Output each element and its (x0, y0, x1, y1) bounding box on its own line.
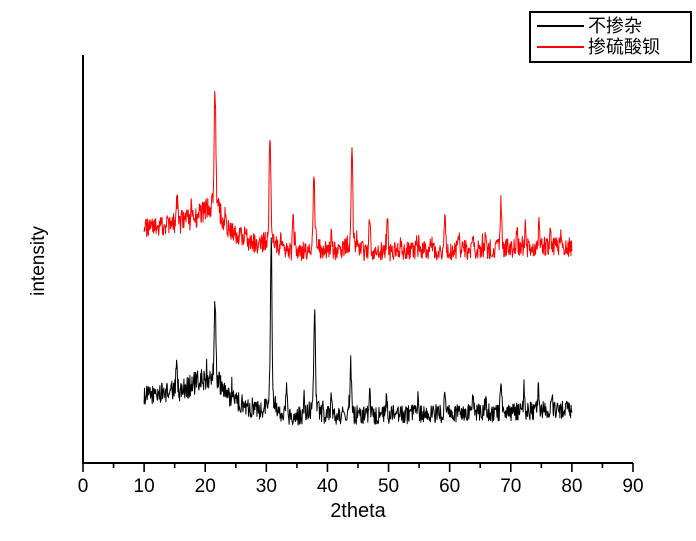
trace-group (143, 90, 573, 426)
x-tick-label: 0 (78, 476, 89, 497)
x-axis-title: 2theta (330, 500, 386, 522)
x-tick-label: 40 (317, 476, 338, 497)
x-axis-ticks (82, 463, 634, 472)
x-tick-label: 20 (195, 476, 216, 497)
x-tick-label: 60 (439, 476, 460, 497)
x-axis-tick-labels: 0 10 20 30 40 50 60 70 80 90 (78, 476, 644, 497)
legend-line-sample-black (537, 25, 584, 28)
legend: 不掺杂 掺硫酸钡 (529, 11, 692, 63)
legend-label-undoped: 不掺杂 (588, 15, 642, 37)
legend-label-barium-sulfate-doped: 掺硫酸钡 (588, 36, 660, 58)
legend-line-sample-red (537, 46, 584, 49)
legend-item-barium-sulfate-doped: 掺硫酸钡 (537, 36, 684, 58)
x-tick-label: 10 (134, 476, 155, 497)
x-tick-label: 50 (378, 476, 399, 497)
series-line-undoped (143, 237, 573, 426)
x-tick-label: 90 (622, 476, 643, 497)
legend-item-undoped: 不掺杂 (537, 15, 684, 37)
y-axis-title: intensity (28, 226, 49, 296)
x-tick-label: 80 (561, 476, 582, 497)
x-tick-label: 70 (500, 476, 521, 497)
series-line-barium-sulfate-doped (143, 90, 573, 262)
x-tick-label: 30 (256, 476, 277, 497)
